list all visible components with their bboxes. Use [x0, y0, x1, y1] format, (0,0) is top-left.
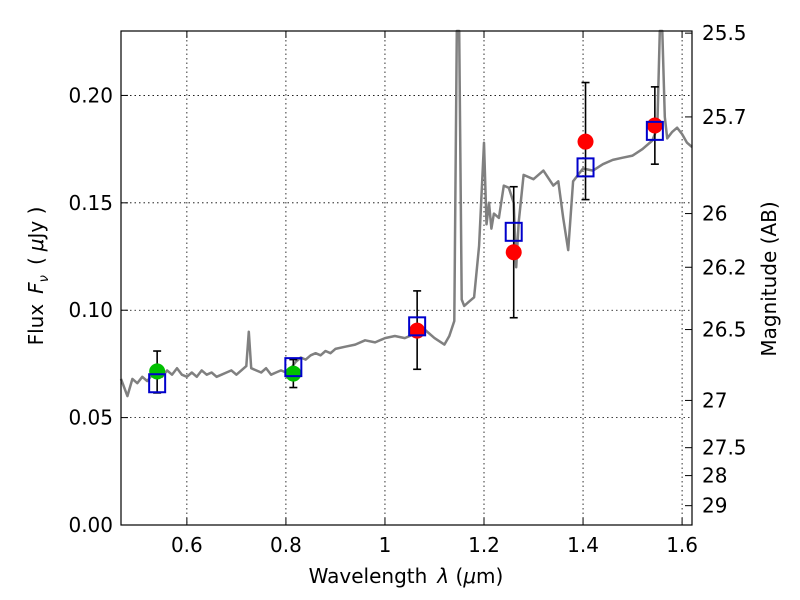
y2-tick-label: 27.5	[702, 436, 747, 460]
y-axis-label: FluxFν(μJy )	[24, 207, 52, 346]
gridlines	[121, 31, 692, 525]
photometry-point	[149, 363, 166, 380]
model-band-box	[284, 357, 303, 378]
y-tick-label: 0.15	[68, 191, 113, 215]
y2-tick-label: 26.2	[702, 255, 747, 279]
y2-tick-label: 28	[702, 464, 727, 488]
model-band-box	[576, 157, 595, 178]
photometry-point	[577, 133, 594, 150]
y2-tick-label: 25.7	[702, 105, 747, 129]
photometry-point-group	[285, 358, 302, 389]
photometry-point-group	[149, 350, 166, 394]
y2-axis-ticks: 25.5 25.7 26 26.2 26.5 27 27.5 28 29	[685, 21, 747, 518]
x-axis-ticks: 0.6 0.8 1 1.2 1.4 1.6	[171, 31, 698, 557]
x-axis-label: Wavelength λ (μm)	[309, 564, 504, 588]
x-tick-label: 1.2	[468, 533, 500, 557]
y2-tick-label: 25.5	[702, 21, 747, 45]
model-band-box	[148, 373, 167, 394]
y2-axis-label: Magnitude (AB)	[757, 201, 781, 356]
photometry-marks	[148, 81, 664, 394]
plot-frame	[120, 30, 693, 526]
model-band-box	[645, 120, 664, 141]
x-tick-label: 1	[379, 533, 392, 557]
photometry-point-group	[409, 290, 426, 371]
photometry-point	[285, 365, 302, 382]
y-tick-label: 0.10	[68, 298, 113, 322]
photometry-point	[646, 117, 663, 134]
x-tick-label: 0.8	[270, 533, 302, 557]
x-tick-label: 1.6	[666, 533, 698, 557]
model-band-box	[504, 221, 523, 242]
y2-tick-label: 26.5	[702, 318, 747, 342]
photometry-point-group	[646, 86, 663, 165]
x-tick-label: 1.4	[567, 533, 599, 557]
y-tick-label: 0.00	[68, 513, 113, 537]
photometry-point-group	[577, 81, 594, 201]
y-axis-ticks: 0.00 0.05 0.10 0.15 0.20	[68, 83, 128, 537]
y-tick-label: 0.05	[68, 406, 113, 430]
model-band-box	[408, 316, 427, 337]
y2-tick-label: 26	[702, 202, 727, 226]
y-tick-label: 0.20	[68, 83, 113, 107]
y2-tick-label: 27	[702, 388, 727, 412]
photometry-point	[505, 244, 522, 261]
x-tick-label: 0.6	[171, 533, 203, 557]
y2-tick-label: 29	[702, 494, 727, 518]
model-spectrum-line	[119, 29, 693, 398]
photometry-point-group	[505, 185, 522, 319]
plot-series	[119, 29, 693, 398]
